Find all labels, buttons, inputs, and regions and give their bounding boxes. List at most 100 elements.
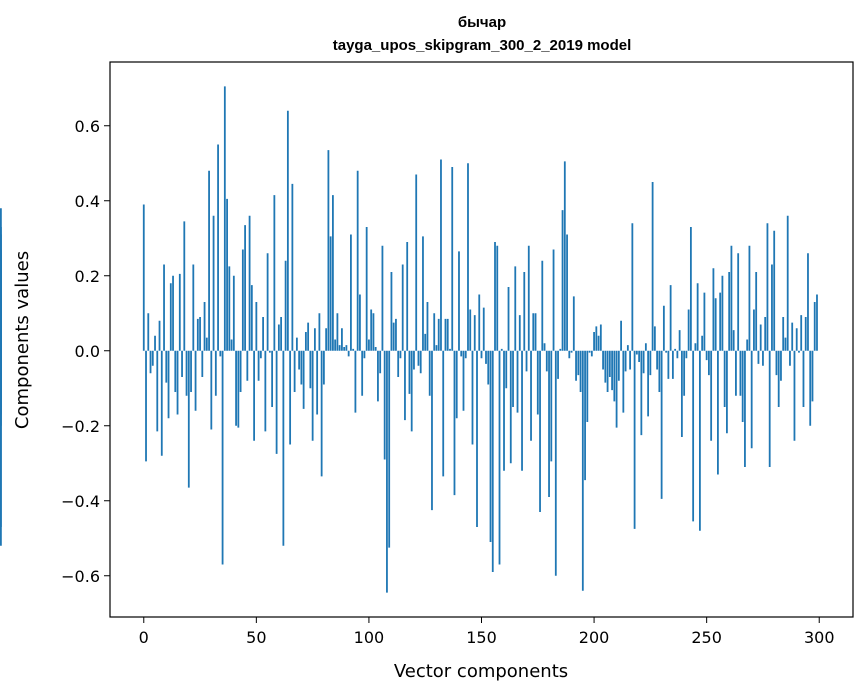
y-axis-label: Components values xyxy=(12,251,33,429)
bar xyxy=(620,320,622,351)
bar xyxy=(649,350,652,376)
bar xyxy=(543,343,546,351)
bar xyxy=(377,350,379,402)
bar xyxy=(419,350,422,374)
bar xyxy=(732,330,735,351)
bar xyxy=(651,182,654,351)
bar xyxy=(187,350,190,488)
bar xyxy=(320,350,323,477)
bar xyxy=(485,350,487,364)
bar xyxy=(322,350,325,385)
bar xyxy=(512,350,514,407)
bar xyxy=(719,292,722,351)
bar xyxy=(451,167,454,351)
bar xyxy=(426,302,429,351)
y-tick-label: 0.0 xyxy=(75,342,100,361)
bar xyxy=(361,350,364,396)
bar xyxy=(458,251,460,351)
bar xyxy=(352,348,355,351)
bar xyxy=(365,227,368,351)
bar xyxy=(755,272,758,351)
bar xyxy=(647,350,650,417)
bar xyxy=(453,350,456,496)
x-axis-ticks: 0 50 100 150 200 250 300 xyxy=(139,617,835,647)
bar xyxy=(163,264,165,351)
bar xyxy=(793,350,796,441)
bar xyxy=(789,350,791,366)
bar xyxy=(455,350,458,419)
bar xyxy=(248,215,251,351)
bar xyxy=(244,225,246,351)
chart-title: бычар xyxy=(458,14,506,31)
bar xyxy=(334,339,337,351)
bar xyxy=(527,245,530,351)
bar xyxy=(289,350,292,445)
bar xyxy=(295,337,298,351)
bar xyxy=(246,350,249,381)
bar xyxy=(816,294,818,351)
bar xyxy=(491,350,494,572)
bar xyxy=(449,348,451,351)
bar xyxy=(257,350,260,381)
bar xyxy=(149,350,152,374)
bar xyxy=(350,234,352,351)
bar xyxy=(737,253,740,351)
bar xyxy=(626,345,629,351)
bar xyxy=(226,198,228,351)
bar xyxy=(471,350,474,445)
bar xyxy=(386,350,388,593)
bar xyxy=(773,230,776,351)
bar xyxy=(766,223,769,351)
bar xyxy=(318,313,321,351)
bar xyxy=(708,350,710,376)
bar xyxy=(757,350,760,364)
bar xyxy=(705,350,708,361)
bar xyxy=(593,332,595,351)
bar xyxy=(341,328,343,351)
bar xyxy=(404,350,406,421)
bar xyxy=(214,350,217,396)
bar xyxy=(588,350,591,353)
bar xyxy=(271,350,274,407)
bar xyxy=(374,347,377,351)
bar xyxy=(678,330,681,351)
bar xyxy=(185,350,188,396)
bar xyxy=(399,350,402,359)
bar xyxy=(676,350,679,359)
bar xyxy=(780,350,782,381)
bar xyxy=(611,350,613,391)
bar xyxy=(284,260,287,351)
bar xyxy=(196,318,199,351)
bar xyxy=(554,350,557,576)
bar xyxy=(629,350,631,370)
bar xyxy=(602,350,604,370)
bar xyxy=(277,324,280,351)
bar xyxy=(174,350,177,392)
bar xyxy=(201,350,204,377)
bar xyxy=(151,350,154,366)
bar xyxy=(800,315,803,351)
bar xyxy=(332,195,334,351)
bar xyxy=(313,328,316,351)
bar xyxy=(203,302,206,351)
bar xyxy=(813,302,816,351)
x-tick-label: 100 xyxy=(354,628,385,647)
bar xyxy=(368,339,370,351)
bar xyxy=(550,350,553,462)
bar xyxy=(712,268,715,351)
bar xyxy=(482,307,485,351)
bar xyxy=(500,348,503,351)
bar xyxy=(460,350,463,357)
bar xyxy=(487,350,490,385)
bar xyxy=(221,350,224,565)
x-tick-label: 150 xyxy=(466,628,497,647)
bar xyxy=(338,345,341,351)
bar xyxy=(635,350,638,355)
bar xyxy=(730,245,733,351)
bar xyxy=(212,215,215,351)
y-tick-label: 0.6 xyxy=(75,117,100,136)
bar xyxy=(568,350,571,359)
bar xyxy=(701,335,704,351)
bar xyxy=(807,253,809,351)
bar xyxy=(275,350,278,454)
